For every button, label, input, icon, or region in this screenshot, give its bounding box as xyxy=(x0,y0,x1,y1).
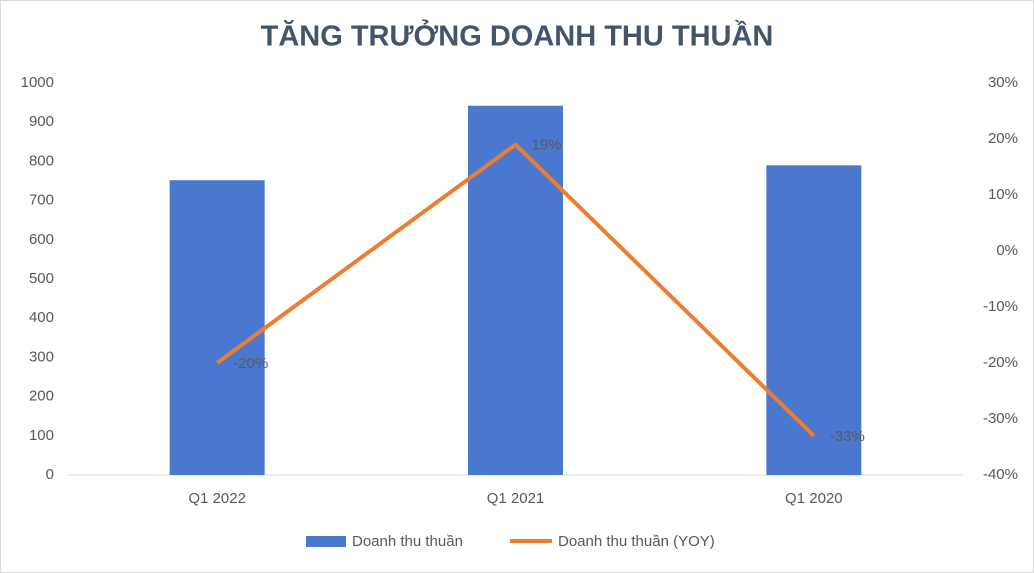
line xyxy=(215,142,816,438)
x-tick-label: Q1 2021 xyxy=(487,490,545,507)
y-tick-label: 200 xyxy=(29,388,54,405)
y-tick-label: 500 xyxy=(29,270,54,287)
y-tick-label: 800 xyxy=(29,152,54,169)
legend-label: Doanh thu thuần xyxy=(352,533,463,550)
y-tick-label: 600 xyxy=(29,231,54,248)
y-tick-label: 700 xyxy=(29,192,54,209)
y2-tick-label: -20% xyxy=(983,354,1018,371)
y-tick-label: 400 xyxy=(29,309,54,326)
y-tick-label: 0 xyxy=(46,466,54,483)
y-tick-label: 1000 xyxy=(21,74,54,91)
y-tick-label: 300 xyxy=(29,348,54,365)
bar xyxy=(766,165,862,475)
x-tick-label: Q1 2022 xyxy=(188,490,246,507)
data-label: 19% xyxy=(532,137,562,154)
y-tick-label: 900 xyxy=(29,113,54,130)
y2-tick-label: 20% xyxy=(988,130,1018,147)
x-tick-label: Q1 2020 xyxy=(785,490,843,507)
y2-tick-label: 30% xyxy=(988,74,1018,91)
legend-label: Doanh thu thuần (YOY) xyxy=(558,533,715,550)
y2-tick-label: -30% xyxy=(983,410,1018,427)
bar xyxy=(468,105,563,476)
y2-tick-label: 0% xyxy=(996,242,1018,259)
legend-swatch xyxy=(306,536,346,547)
y2-tick-label: -40% xyxy=(983,466,1018,483)
chart-title: TĂNG TRƯỞNG DOANH THU THUẦN xyxy=(261,19,774,53)
data-label: -20% xyxy=(233,355,268,372)
y-tick-label: 100 xyxy=(29,427,54,444)
y2-tick-label: 10% xyxy=(988,186,1018,203)
data-label: -33% xyxy=(830,428,865,445)
bar xyxy=(169,180,265,475)
y2-tick-label: -10% xyxy=(983,298,1018,315)
